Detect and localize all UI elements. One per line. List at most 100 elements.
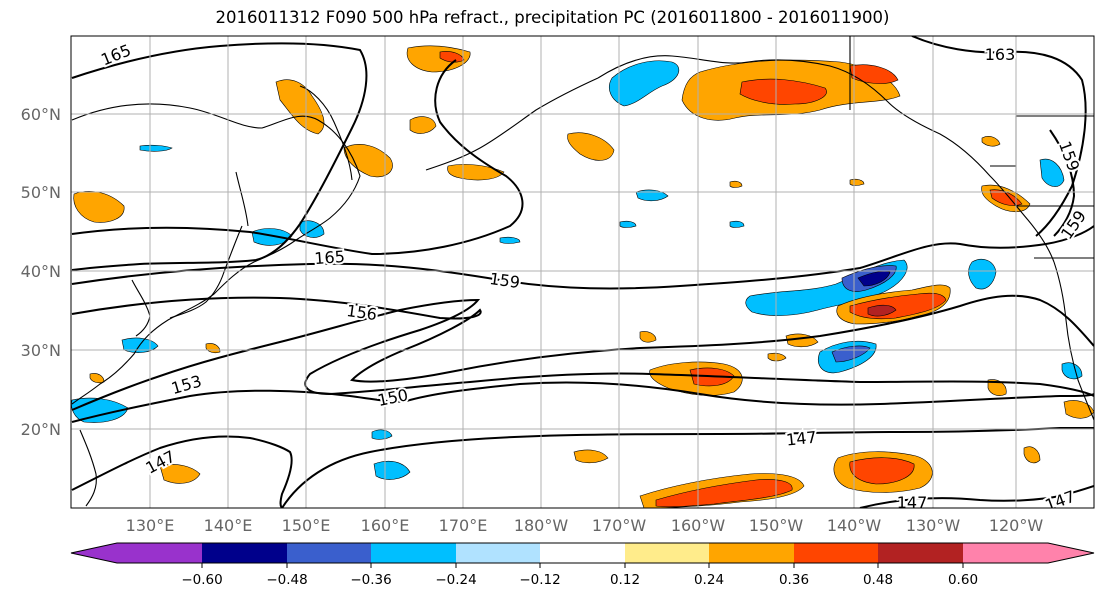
shade-bering-blue	[609, 60, 680, 107]
contour-147-east	[281, 427, 1094, 508]
contour-label: 156	[345, 301, 378, 324]
lon-label: 130°E	[126, 516, 175, 535]
contour-label: 147	[897, 493, 928, 512]
coast-japan	[169, 225, 243, 319]
lon-label: 150°W	[749, 516, 804, 535]
colorbar-swatch	[71, 543, 202, 563]
lon-label: 170°W	[592, 516, 647, 535]
colorbar-swatch	[794, 543, 878, 563]
contour-163-north	[911, 36, 1087, 237]
colorbar-swatch	[878, 543, 963, 563]
colorbar-swatch	[625, 543, 709, 563]
colorbar-tick-label: −0.36	[350, 572, 391, 588]
coast-asia	[71, 103, 361, 405]
colorbar-ticks	[201, 563, 964, 568]
colorbar-swatches	[71, 543, 1094, 563]
coast-philippines	[79, 429, 97, 507]
contour-165-west	[71, 42, 368, 271]
coast-alaska	[597, 55, 1055, 263]
contour-label: 165	[314, 247, 346, 268]
lon-label: 140°W	[827, 516, 882, 535]
colorbar-tick-label: −0.48	[266, 572, 307, 588]
map-panel: 165 163 165 159 159 159 156 153 150 147 …	[71, 36, 1094, 512]
shade-alaska-red	[739, 78, 827, 105]
coast-aleutians	[425, 77, 599, 171]
contour-147-se	[859, 485, 1094, 508]
colorbar-swatch	[456, 543, 540, 563]
lon-label: 130°W	[906, 516, 961, 535]
latitude-labels: 60°N 50°N 40°N 30°N 20°N	[21, 105, 61, 439]
colorbar-tick-label: −0.60	[181, 572, 222, 588]
contour-156	[71, 294, 1094, 383]
colorbar-tick-label: 0.60	[948, 572, 978, 588]
shade-s-orange2	[573, 449, 609, 464]
lon-label: 180°W	[514, 516, 569, 535]
colorbar-swatch	[709, 543, 794, 563]
lat-label-40n: 40°N	[21, 262, 61, 281]
colorbar-tick-label: 0.48	[863, 572, 893, 588]
shade-nwpac-red1	[439, 51, 465, 63]
shade-small-blue2	[619, 220, 637, 228]
shade-alaska-red2	[849, 64, 899, 84]
shade-ne-blue	[1039, 158, 1065, 187]
colorbar-swatch	[963, 543, 1094, 563]
gridlines	[71, 36, 1094, 508]
shade-mid-orange3	[567, 132, 615, 161]
shade-small-orange6	[1023, 446, 1041, 464]
colorbar-swatch	[202, 543, 287, 563]
colorbar-tick-label: −0.24	[435, 572, 476, 588]
shade-small-blue1	[635, 189, 669, 202]
colorbar-tick-label: 0.24	[694, 572, 724, 588]
colorbar-swatch	[371, 543, 456, 563]
contour-150	[71, 381, 1094, 423]
lon-label: 160°E	[361, 516, 410, 535]
lon-label: 150°E	[282, 516, 331, 535]
shade-west-coast-blue	[968, 259, 997, 290]
lon-label: 120°W	[989, 516, 1044, 535]
shade-okhotsk-orange	[343, 144, 393, 178]
colorbar-tick-label: −0.12	[519, 572, 560, 588]
shade-sd-orange	[987, 379, 1007, 396]
contour-159-main	[71, 225, 1094, 290]
shade-small-blue4	[371, 429, 393, 440]
colorbar-tick-label: 0.36	[779, 572, 809, 588]
shade-south-orange1	[159, 464, 201, 484]
longitude-labels: 130°E 140°E 150°E 160°E 170°E 180°W 170°…	[126, 516, 1044, 535]
precip-shading	[71, 45, 1094, 508]
colorbar-swatch	[540, 543, 625, 563]
contour-159-ne	[1049, 129, 1076, 237]
shade-hawaii-blue	[373, 460, 411, 480]
shade-ne-red	[989, 189, 1023, 206]
lat-label-20n: 20°N	[21, 420, 61, 439]
shade-small-blue3	[499, 236, 521, 244]
map-title: 2016011312 F090 500 hPa refract., precip…	[215, 8, 890, 27]
colorbar: −0.60 −0.48 −0.36 −0.24 −0.12 0.12 0.24 …	[70, 542, 1095, 588]
shade-mid-orange2	[447, 164, 505, 181]
colorbar-tick-labels: −0.60 −0.48 −0.36 −0.24 −0.12 0.12 0.24 …	[181, 572, 978, 588]
shade-small-orange7	[767, 352, 787, 362]
contour-label: 163	[985, 45, 1016, 64]
lat-label-50n: 50°N	[21, 183, 61, 202]
lon-label: 140°E	[204, 516, 253, 535]
shade-small-blue5	[729, 220, 745, 228]
shade-small-orange8	[729, 180, 743, 188]
shade-s-red-band	[655, 479, 793, 508]
contour-165-east	[71, 59, 524, 256]
colorbar-swatch	[287, 543, 371, 563]
contour-147-south	[71, 435, 293, 508]
shade-small-orange3	[981, 136, 1001, 147]
contour-label: 147	[785, 427, 817, 449]
shade-east-navy	[857, 270, 891, 287]
map-frame	[70, 35, 1095, 509]
shade-bluestrip1	[139, 144, 173, 152]
colorbar-outline	[70, 542, 1095, 564]
shade-se-red	[849, 457, 915, 485]
shade-small-orange2	[639, 331, 657, 343]
shade-kamchatka-orange	[275, 79, 325, 135]
lon-label: 170°E	[439, 516, 488, 535]
coast-sakhalin	[235, 171, 249, 227]
shade-east-crimson	[867, 304, 897, 317]
colorbar-tick-label: 0.12	[610, 572, 640, 588]
coast-kamchatka	[299, 85, 353, 181]
